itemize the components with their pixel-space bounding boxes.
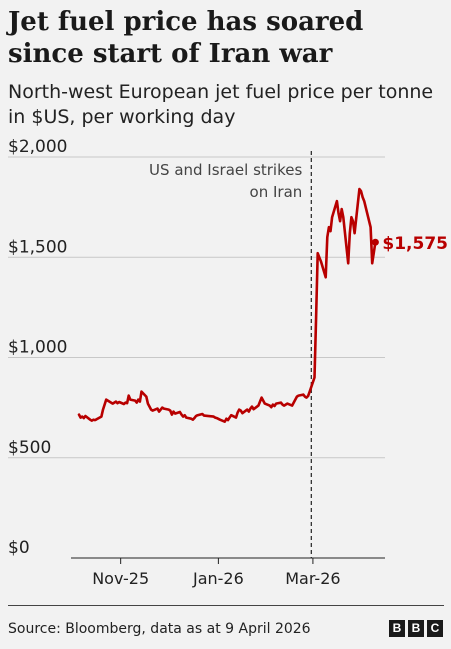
line-chart: $0 $500 $1,000 $1,500 $2,000 Nov-25 Jan-26 Mar…	[8, 137, 448, 588]
bbc-logo-letter: B	[408, 620, 424, 637]
y-tick-label: $1,000	[8, 338, 67, 358]
y-axis-ticks: $0 $500 $1,000 $1,500 $2,000	[8, 137, 67, 558]
y-tick-label: $500	[8, 438, 51, 458]
x-axis-ticks: Nov-25 Jan-26 Mar-26	[92, 558, 341, 588]
y-tick-label: $2,000	[8, 137, 67, 157]
bbc-logo: B B C	[389, 620, 443, 637]
bbc-logo-letter: C	[427, 620, 443, 637]
grid-lines	[8, 156, 385, 459]
series-price	[77, 187, 377, 423]
annotation: US and Israel strikes on Iran	[149, 151, 312, 558]
bbc-logo-letter: B	[389, 620, 405, 637]
footer-divider	[8, 605, 444, 606]
annotation-text: on Iran	[250, 183, 303, 201]
last-value-label: $1,575	[382, 234, 448, 254]
last-value-dot	[371, 238, 379, 246]
source-note: Source: Bloomberg, data as at 9 April 20…	[8, 621, 311, 637]
x-tick-label: Mar-26	[285, 569, 340, 588]
chart-subtitle: North-west European jet fuel price per t…	[8, 81, 434, 128]
x-tick-label: Nov-25	[92, 569, 149, 588]
annotation-text: US and Israel strikes	[149, 161, 302, 179]
chart-title: Jet fuel price has soared since start of…	[8, 7, 364, 69]
series-line	[77, 187, 377, 423]
x-tick-label: Jan-26	[192, 569, 244, 588]
y-tick-label: $0	[8, 538, 30, 558]
last-value: $1,575	[371, 234, 448, 254]
y-tick-label: $1,500	[8, 237, 67, 257]
